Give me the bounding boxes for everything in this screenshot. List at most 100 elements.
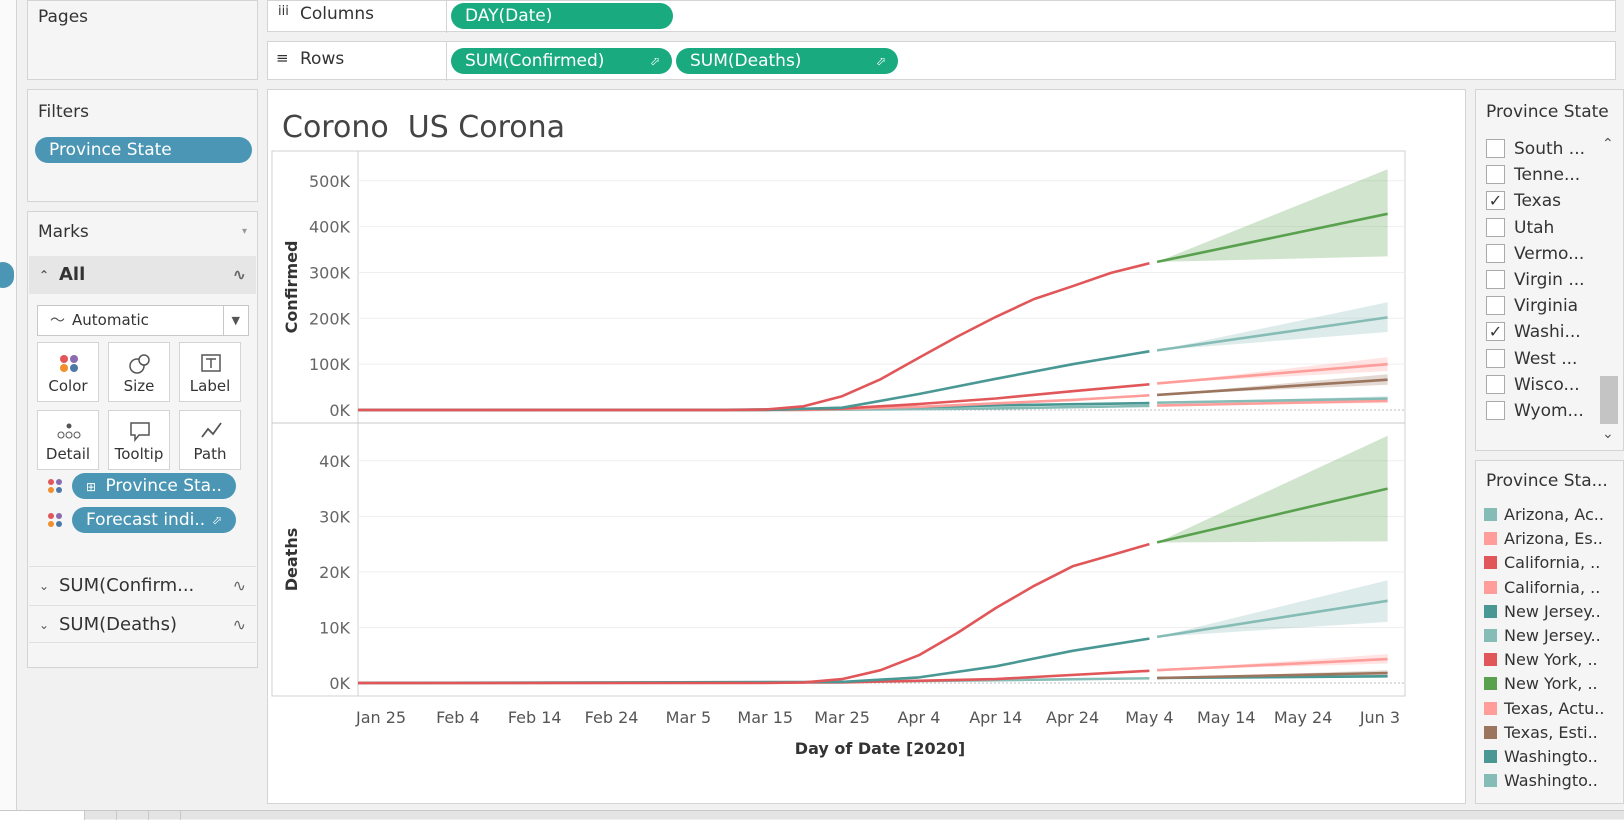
tooltip-button[interactable]: Tooltip [108,410,170,470]
checkbox[interactable]: ✓ [1486,191,1505,211]
tooltip-button-label: Tooltip [114,445,164,463]
field-pill-province-state[interactable]: ⊞ Province Sta.. [72,473,236,499]
forecast-band [1157,169,1388,262]
checkbox[interactable] [1486,243,1505,263]
x-axis-title: Day of Date [2020] [795,739,965,758]
series-line [1156,599,1388,639]
x-tick-label: Apr 4 [897,708,940,727]
filter-scrollbar[interactable]: ⌃ ⌄ [1598,136,1620,448]
marks-all-row[interactable]: ⌃ All ∿ [29,256,256,294]
pages-shelf[interactable]: Pages [27,0,258,80]
checkbox[interactable] [1486,348,1505,368]
province-filter-list: South ... Tenne... ✓ Texas Utah Vermo... Virgi… [1476,136,1596,444]
checkbox[interactable] [1486,401,1505,420]
marks-deaths-row[interactable]: ⌄ SUM(Deaths) ∿ [29,605,256,643]
label-button[interactable]: Label [179,342,241,402]
series-line [1157,397,1388,404]
path-icon [201,422,222,438]
x-tick-label: Jun 3 [1359,708,1400,727]
x-tick-label: Mar 5 [666,708,711,727]
sheet-tab[interactable] [85,811,117,820]
detail-button[interactable]: Detail [37,410,99,470]
filter-item-label: Tenne... [1514,165,1581,186]
x-tick-label: Jan 25 [355,708,406,727]
rows-pill-confirmed[interactable]: SUM(Confirmed) ⬀ [451,48,672,74]
legend-item-label: Arizona, Es.. [1504,529,1603,549]
marks-title: Marks [38,222,89,242]
series-line [1156,316,1388,352]
rows-pill-deaths[interactable]: SUM(Deaths) ⬀ [676,48,898,74]
marks-all-label: All [59,264,86,285]
detail-icon [57,423,81,439]
checkbox[interactable] [1486,270,1505,289]
y-tick-label: 0K [329,674,350,693]
filter-item-label: South ... [1514,139,1586,159]
y-tick-label: 20K [319,563,350,582]
legend-item-label: New York, .. [1504,650,1598,670]
rows-shelf[interactable]: ≡ Rows SUM(Confirmed) ⬀ SUM(Deaths) ⬀ [267,41,1616,81]
columns-shelf[interactable]: iii Columns DAY(Date) [267,0,1616,33]
color-icon [60,355,78,372]
legend-item-label: California, .. [1504,577,1601,597]
scroll-thumb[interactable] [1600,376,1618,424]
province-filter-panel: Province State South ... Tenne... ✓ Texas Ut… [1475,89,1624,451]
path-button[interactable]: Path [179,410,241,470]
scroll-up-icon[interactable]: ⌃ [1602,136,1614,152]
pages-label: Pages [38,7,89,27]
line-mark-icon: ∿ [232,265,246,284]
filter-pill-province-state[interactable]: Province State [35,137,252,163]
checkbox[interactable] [1486,374,1505,394]
chart-svg[interactable]: Corono US Corona 0K 100K 200K 300K 400K 500K C… [268,90,1465,803]
filters-title: Filters [38,102,89,122]
forecast-band [1157,580,1388,637]
color-button[interactable]: Color [37,342,99,402]
data-pane-pill-stub[interactable] [0,262,14,288]
forecast-band [1157,302,1388,351]
field-pill-forecast-indicator[interactable]: Forecast indi.. ⬀ [72,507,236,533]
checkbox[interactable] [1486,217,1505,237]
marks-dropdown-icon[interactable]: ▾ [241,226,247,237]
scroll-down-icon[interactable]: ⌄ [1602,426,1614,442]
x-tick-label: Mar 25 [814,708,870,727]
filters-card[interactable]: Filters Province State [27,89,258,202]
view-canvas[interactable]: Corono US Corona 0K 100K 200K 300K 400K 500K C… [267,89,1466,804]
color-legend-title: Province Sta... [1486,471,1608,491]
label-button-label: Label [189,377,231,395]
marks-confirmed-row[interactable]: ⌄ SUM(Confirm... ∿ [29,566,256,604]
legend-swatch [1484,604,1497,618]
size-button[interactable]: Size [108,342,170,402]
checkbox[interactable] [1486,296,1505,316]
series-line [1156,362,1388,385]
sheet-tab[interactable] [117,811,149,820]
chart-title: Corono US Corona [282,110,565,145]
checkbox[interactable]: ✓ [1486,322,1505,342]
legend-swatch [1484,508,1497,521]
color-field-icon [48,513,62,527]
pin-icon: ⬀ [649,54,660,68]
legend-item-label: New Jersey.. [1504,626,1601,645]
x-tick-label: Feb 24 [585,708,639,727]
columns-icon: iii [278,4,289,19]
sheet-tab[interactable] [0,811,85,820]
legend-item-label: Arizona, Ac.. [1504,505,1604,524]
series-line [1157,399,1388,407]
series-line [1157,378,1388,397]
series-line [1157,657,1388,672]
checkbox[interactable] [1486,139,1505,158]
color-field-icon [48,479,62,493]
series-line [358,262,1150,412]
label-icon [201,354,221,372]
legend-swatch [1484,774,1497,788]
marks-confirmed-label: SUM(Confirm... [59,575,195,596]
y-tick-label: 30K [319,507,350,526]
pin-icon: ⬀ [875,54,886,68]
detail-button-label: Detail [45,445,91,463]
field-pill-forecast-label: Forecast indi.. [86,510,206,530]
columns-pill-day-date[interactable]: DAY(Date) [451,3,673,29]
mark-type-select[interactable]: 〜 Automatic ▼ [37,305,249,336]
series-line [1156,487,1388,544]
sheet-tab[interactable] [149,811,181,820]
x-tick-label: May 14 [1197,708,1256,727]
forecast-band [1157,435,1388,543]
checkbox[interactable] [1486,165,1505,185]
